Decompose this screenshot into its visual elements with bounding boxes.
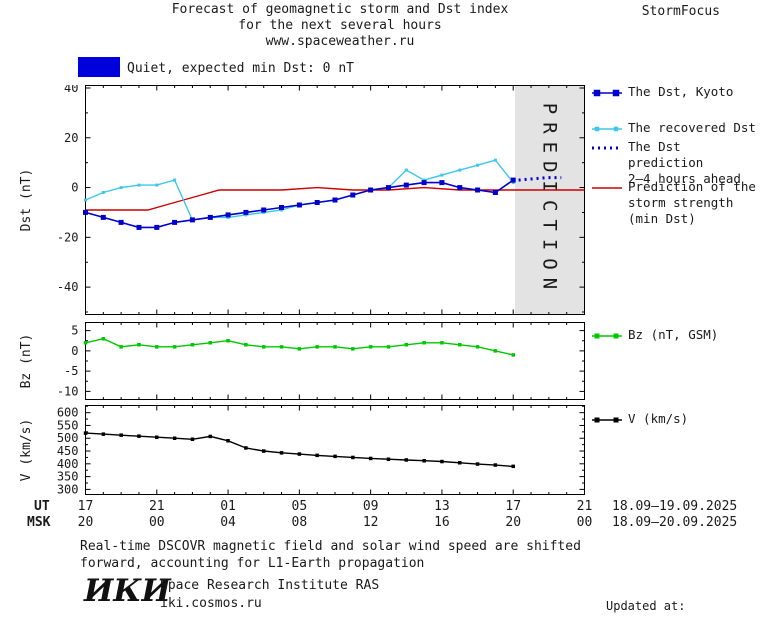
legend-label-dst-prediction: The Dst prediction 2–4 hours ahead (628, 139, 741, 186)
panel-bz: 5 0 -5 -10 Bz (nT) (19, 322, 585, 400)
y-tick-label: 0 (71, 344, 78, 358)
msk-tick-label: 08 (292, 515, 308, 530)
legend-label-v: V (km/s) (628, 411, 689, 426)
y-tick-label: 20 (64, 131, 78, 145)
legend-marker-recovered-dst (592, 126, 622, 132)
y-tick-label: 600 (57, 406, 79, 420)
iki-logo: ИКИ (84, 573, 171, 609)
legend-marker-v (592, 417, 622, 423)
ut-tick-label: 21 (149, 499, 165, 514)
institute-site: iki.cosmos.ru (160, 596, 262, 611)
prediction-zone (514, 85, 585, 315)
msk-tick-label: 16 (434, 515, 450, 530)
y-tick-label: 550 (57, 418, 79, 432)
propagation-note: Real-time DSCOVR magnetic field and sola… (80, 539, 581, 571)
page-title: Forecast of geomagnetic storm and Dst in… (80, 2, 600, 50)
ut-tick-label: 17 (505, 499, 521, 514)
legend-label-bz: Bz (nT, GSM) (628, 327, 719, 342)
ut-tick-label: 21 (577, 499, 593, 514)
prediction-zone-label: PREDICTION (539, 103, 561, 297)
msk-tick-label: 00 (149, 515, 165, 530)
msk-tick-label: 04 (220, 515, 236, 530)
legend-marker-bz (592, 333, 622, 339)
x-axis-labels: UTMSK1720210001040508091213161720210018.… (27, 499, 737, 530)
legend-item-dst-prediction: The Dst prediction 2–4 hours ahead (592, 139, 760, 187)
msk-row-label: MSK (27, 515, 51, 530)
msk-tick-label: 12 (363, 515, 379, 530)
legend-item-recovered-dst: The recovered Dst (592, 120, 756, 136)
legend-marker-dst-prediction (592, 146, 622, 150)
ut-tick-label: 13 (434, 499, 450, 514)
title-line-2: for the next several hours (238, 18, 442, 33)
msk-tick-label: 00 (577, 515, 593, 530)
ut-tick-label: 09 (363, 499, 379, 514)
title-line-1: Forecast of geomagnetic storm and Dst in… (171, 2, 509, 17)
y-tick-label: 500 (57, 431, 79, 445)
legend-label-recovered-dst: The recovered Dst (628, 120, 756, 135)
y-tick-label: -5 (64, 364, 78, 378)
status-swatch (78, 57, 120, 77)
y-tick-label: 400 (57, 457, 79, 471)
ut-tick-label: 05 (292, 499, 308, 514)
legend-label-storm-strength: Prediction of the storm strength (min Ds… (628, 179, 756, 226)
legend-item-bz: Bz (nT, GSM) (592, 327, 718, 343)
y-axis-title: V (km/s) (19, 419, 34, 482)
y-axis-title: Dst (nT) (19, 169, 34, 232)
y-tick-label: 40 (64, 85, 78, 95)
msk-tick-label: 20 (505, 515, 521, 530)
y-tick-label: 0 (71, 181, 78, 195)
status-text: Quiet, expected min Dst: 0 nT (127, 61, 354, 76)
series-v (85, 432, 514, 468)
ut-date-range: 18.09–19.09.2025 (612, 499, 737, 514)
series-bz (85, 337, 514, 356)
legend-marker-storm-strength (592, 187, 622, 189)
y-tick-label: 5 (71, 324, 78, 338)
y-tick-label: -40 (57, 280, 79, 294)
y-axis-title: Bz (nT) (19, 334, 34, 389)
legend-label-dst-kyoto: The Dst, Kyoto (628, 84, 734, 99)
updated-block: Updated at: UT 17:05, 19.09.2025 MSK 20:… (606, 564, 758, 620)
site-url: www.spaceweather.ru (265, 34, 415, 49)
legend-item-storm-strength: Prediction of the storm strength (min Ds… (592, 179, 756, 227)
ut-row-label: UT (34, 499, 50, 514)
legend-marker-dst-kyoto (592, 89, 622, 97)
msk-tick-label: 20 (78, 515, 94, 530)
y-tick-label: 300 (57, 482, 79, 495)
institute-name: Space Research Institute RAS (160, 578, 380, 593)
series-prediction (518, 176, 562, 182)
panel-dst: PREDICTION 40 20 0 -20 -40 Dst (nT) (19, 85, 585, 315)
legend-item-dst-kyoto: The Dst, Kyoto (592, 84, 733, 100)
msk-date-range: 18.09–20.09.2025 (612, 515, 737, 530)
y-tick-label: -10 (57, 384, 79, 398)
updated-label: Updated at: (606, 599, 686, 613)
ut-tick-label: 01 (220, 499, 236, 514)
legend-item-v: V (km/s) (592, 411, 688, 427)
series-recovered (85, 159, 514, 221)
y-tick-label: 350 (57, 470, 79, 484)
y-tick-label: -20 (57, 230, 79, 244)
ut-tick-label: 17 (78, 499, 94, 514)
y-tick-label: 450 (57, 444, 79, 458)
brand-stormfocus: StormFocus (641, 4, 720, 19)
